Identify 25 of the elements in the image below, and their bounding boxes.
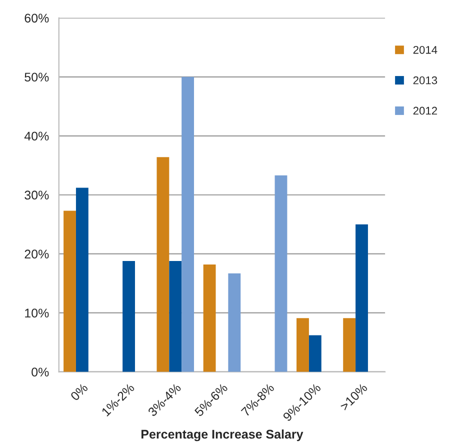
bar [308,335,322,372]
bar [182,76,194,372]
x-axis-title: Percentage Increase Salary [142,429,304,442]
y-tick-label: 60% [24,14,49,23]
legend-label: 2013 [413,76,438,84]
bar [356,224,368,372]
legend-label: 2014 [413,46,438,54]
y-tick-label: 10% [25,308,49,318]
bar [274,175,288,372]
y-tick-label: 40% [24,132,49,141]
legend-label: 2012 [413,106,437,115]
y-tick-label: 30% [24,190,49,200]
bar [76,188,88,372]
bar [122,260,135,372]
bar [169,260,182,372]
x-tick-label: 0% [70,382,88,402]
bar [156,157,170,372]
bar [203,264,216,372]
y-tick-label: 0% [32,368,49,376]
bar [343,318,356,372]
y-tick-label: 50% [24,72,49,82]
bar [64,210,76,372]
y-tick-label: 20% [24,250,49,259]
bar [228,273,241,372]
bar [296,318,309,372]
